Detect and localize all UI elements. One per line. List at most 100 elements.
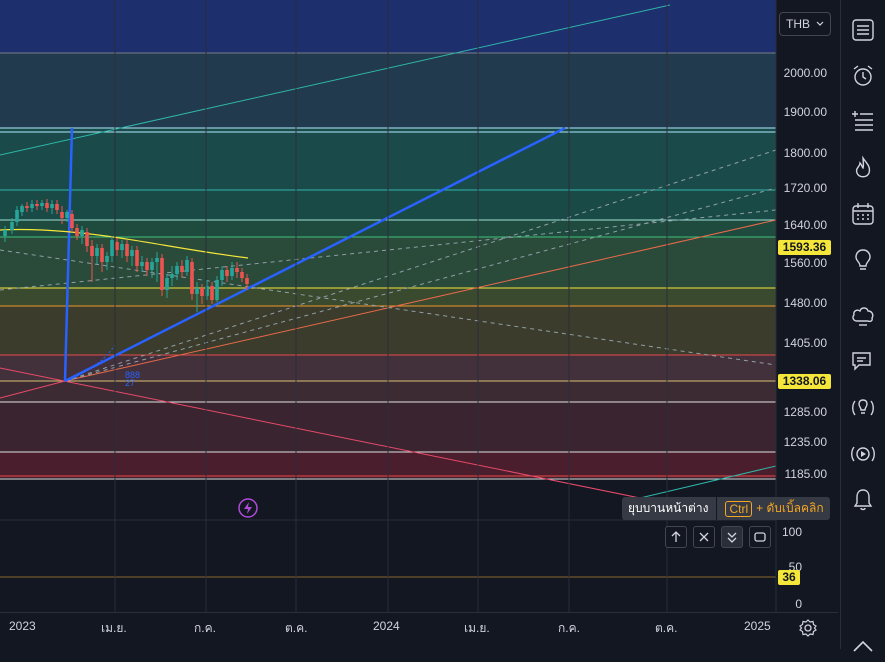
hotlist-button[interactable]: [847, 152, 879, 184]
price-label: 1720.00: [783, 181, 827, 195]
candle-body: [140, 262, 144, 266]
candle-body: [10, 222, 14, 230]
candle-body: [60, 212, 64, 218]
candle-body: [185, 260, 189, 272]
price-label: 1235.00: [783, 435, 827, 449]
settings-gear-icon[interactable]: [798, 618, 818, 638]
price-label: 1185.00: [784, 467, 828, 481]
time-label: ต.ค.: [655, 621, 678, 635]
candle-body: [125, 244, 129, 256]
price-tag-upper: 1593.36: [778, 240, 831, 255]
chevron-up-icon: [853, 640, 873, 652]
notification-bell-icon: [853, 489, 873, 511]
price-label: 1480.00: [783, 296, 827, 310]
add-list-button[interactable]: [847, 106, 879, 138]
candle-body: [115, 242, 119, 250]
candle-body: [155, 258, 159, 262]
collapse-pane-tooltip: ยุบบานหน้าต่าง Ctrl + ดับเบิ้ลคลิก: [622, 497, 830, 520]
candle-body: [3, 230, 7, 236]
candle-body: [160, 258, 164, 290]
maximize-pane-button[interactable]: [749, 526, 771, 548]
move-pane-up-button[interactable]: [665, 526, 687, 548]
candle-body: [40, 203, 44, 206]
trend-line[interactable]: [64, 126, 566, 383]
scroll-up-button[interactable]: [847, 630, 879, 662]
candle-body: [225, 270, 229, 276]
candle-body: [35, 204, 39, 206]
candle-body: [95, 248, 99, 256]
chats-button[interactable]: [847, 300, 879, 332]
price-label: 1640.00: [783, 218, 827, 232]
candle-body: [105, 256, 109, 262]
fib-label: 888: [125, 370, 140, 380]
right-toolbar: [840, 0, 885, 652]
collapse-icon: [727, 532, 737, 543]
candle-body: [45, 203, 49, 208]
fib-label: 27: [125, 378, 135, 388]
calendar-button[interactable]: [847, 198, 879, 230]
time-label: 2024: [373, 619, 400, 633]
candle-body: [80, 230, 84, 236]
fib-arc: [69, 344, 116, 381]
close-icon: [699, 532, 709, 542]
candle-body: [145, 262, 149, 270]
candle-body: [65, 212, 69, 218]
lightning-icon[interactable]: [238, 498, 258, 518]
live-stream-icon: [851, 446, 875, 462]
tooltip-text: ยุบบานหน้าต่าง: [628, 501, 709, 515]
price-label: 2000.00: [783, 66, 827, 80]
watchlist-button[interactable]: [847, 14, 879, 46]
candle-body: [20, 206, 24, 212]
candle-body: [200, 288, 204, 296]
add-list-icon: [852, 111, 873, 131]
candle-body: [55, 204, 59, 210]
watchlist-icon: [852, 19, 874, 41]
tooltip-hint: + ดับเบิ้ลคลิก: [756, 501, 824, 515]
fan-line: [64, 219, 777, 382]
alert-clock-icon: [853, 65, 873, 86]
currency-select[interactable]: THB: [779, 12, 831, 36]
candle-body: [25, 206, 29, 208]
indicator-label: 100: [781, 525, 802, 539]
arrow-up-icon: [671, 531, 681, 542]
fan-line: [64, 187, 777, 382]
currency-label: THB: [786, 17, 810, 31]
candle-body: [135, 250, 139, 266]
ideas-bulb-icon: [855, 249, 871, 270]
candle-body: [120, 244, 124, 250]
live-stream-button[interactable]: [847, 438, 879, 470]
chevron-down-icon: [816, 21, 824, 26]
tooltip-key: Ctrl: [725, 500, 753, 517]
candle-body: [15, 210, 19, 222]
close-pane-button[interactable]: [693, 526, 715, 548]
alerts-button[interactable]: [847, 60, 879, 92]
idea-stream-button[interactable]: [847, 392, 879, 424]
time-label: ต.ค.: [285, 621, 308, 635]
trend-line[interactable]: [63, 127, 74, 382]
time-label: ก.ค.: [558, 621, 580, 635]
notifications-button[interactable]: [847, 484, 879, 516]
collapse-pane-button[interactable]: [721, 526, 743, 548]
candle-body: [70, 214, 74, 228]
ideas-button[interactable]: [847, 244, 879, 276]
candle-body: [245, 278, 249, 284]
channel-line: [0, 4, 671, 156]
candle-body: [30, 204, 34, 208]
time-axis-border: [0, 612, 838, 613]
indicator-tag: 36: [778, 570, 800, 585]
candle-body: [235, 268, 239, 272]
indicator-label: 0: [795, 597, 802, 611]
idea-stream-icon: [852, 399, 874, 416]
channel-line: [639, 465, 777, 499]
main-chart[interactable]: 888 27: [0, 0, 838, 612]
chat-bubble-icon: [852, 352, 871, 371]
messages-button[interactable]: [847, 346, 879, 378]
candle-body: [215, 280, 219, 300]
candle-body: [210, 286, 214, 300]
candle-body: [240, 272, 244, 278]
time-label: เม.ย.: [464, 621, 490, 635]
candle-body: [75, 228, 79, 236]
price-label: 1560.00: [783, 256, 827, 270]
candle-body: [50, 204, 54, 208]
maximize-icon: [754, 532, 766, 542]
